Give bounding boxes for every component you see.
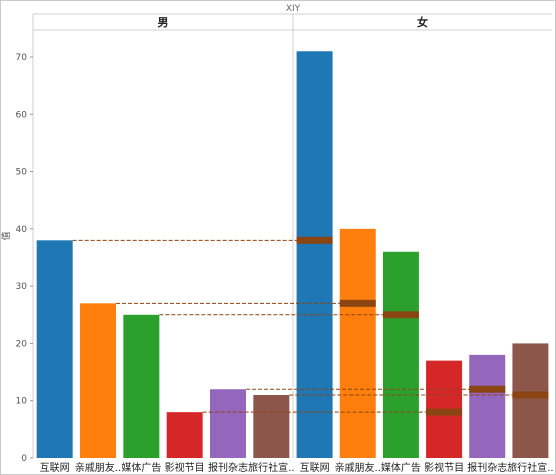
category-label-female-3: 媒体广告 — [381, 461, 421, 474]
y-tick-label-0: 0 — [21, 454, 27, 464]
panel-label-1: 男 — [158, 16, 169, 29]
category-label-female-5: 报刊杂志 — [467, 461, 507, 474]
category-label-male-5: 报刊杂志 — [208, 461, 248, 474]
y-tick-label-60: 60 — [16, 110, 28, 120]
y-tick-label-70: 70 — [16, 53, 28, 63]
reference-marker-2 — [339, 299, 376, 307]
panel-label-2: 女 — [417, 15, 428, 29]
reference-marker-1 — [296, 236, 333, 244]
category-label-female-6: 旅行社宣.. — [507, 461, 553, 474]
category-label-male-6: 旅行社宣.. — [248, 461, 294, 474]
y-tick-label-20: 20 — [16, 339, 28, 349]
reference-marker-5 — [469, 385, 506, 393]
y-tick-label-50: 50 — [16, 168, 28, 178]
bar-male-1 — [36, 240, 73, 458]
bar-female-6 — [512, 343, 549, 458]
bar-male-4 — [166, 412, 203, 458]
bar-female-5 — [469, 354, 506, 458]
category-label-female-2: 亲戚朋友.. — [335, 461, 381, 474]
reference-marker-4 — [426, 408, 463, 416]
category-label-male-2: 亲戚朋友.. — [75, 461, 121, 474]
y-tick-label-30: 30 — [16, 282, 28, 292]
bar-female-3 — [382, 251, 419, 458]
category-label-female-4: 影视节目 — [424, 461, 464, 474]
bar-female-1 — [296, 51, 333, 459]
bar-male-2 — [80, 303, 116, 458]
category-label-male-3: 媒体广告 — [121, 461, 161, 474]
chart-title: XIY — [286, 4, 301, 14]
reference-marker-3 — [382, 311, 419, 319]
y-tick-label-10: 10 — [16, 397, 28, 407]
bar-male-6 — [253, 394, 290, 458]
y-tick-label-40: 40 — [16, 225, 28, 235]
bar-male-3 — [123, 314, 160, 458]
category-label-male-1: 互联网 — [40, 462, 70, 474]
bar-female-2 — [339, 228, 376, 458]
reference-marker-6 — [512, 391, 549, 399]
bar-male-5 — [210, 389, 246, 458]
category-label-male-4: 影视节目 — [165, 461, 205, 474]
y-axis-label: 值 — [0, 231, 12, 240]
category-label-female-1: 互联网 — [300, 462, 330, 474]
